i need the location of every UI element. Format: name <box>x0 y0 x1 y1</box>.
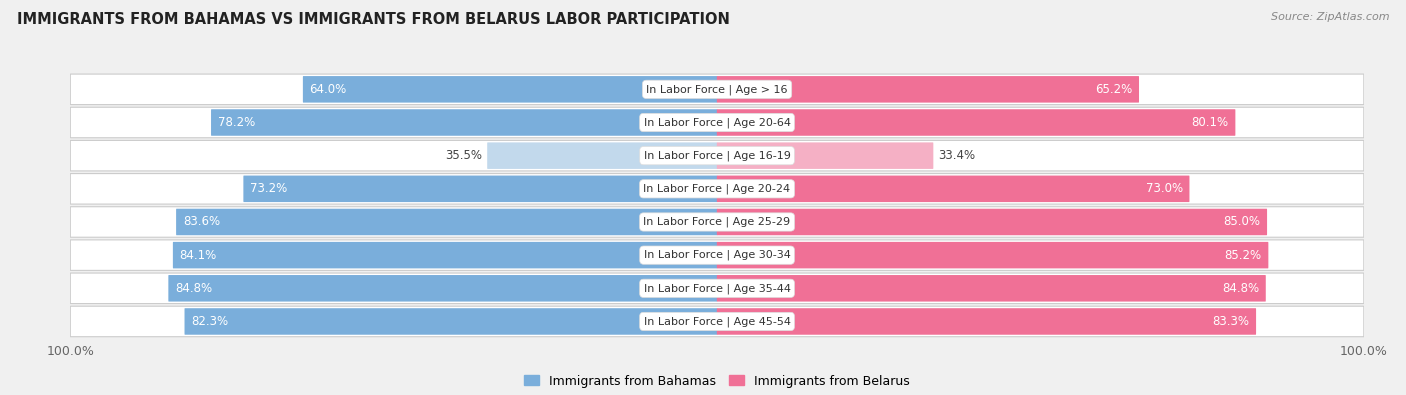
FancyBboxPatch shape <box>70 207 1364 237</box>
FancyBboxPatch shape <box>70 306 1364 337</box>
FancyBboxPatch shape <box>302 76 717 103</box>
FancyBboxPatch shape <box>70 273 1364 303</box>
Text: In Labor Force | Age 20-64: In Labor Force | Age 20-64 <box>644 117 790 128</box>
Text: 65.2%: 65.2% <box>1095 83 1132 96</box>
FancyBboxPatch shape <box>173 242 717 269</box>
Legend: Immigrants from Bahamas, Immigrants from Belarus: Immigrants from Bahamas, Immigrants from… <box>519 370 915 393</box>
FancyBboxPatch shape <box>717 109 1236 136</box>
Text: Source: ZipAtlas.com: Source: ZipAtlas.com <box>1271 12 1389 22</box>
FancyBboxPatch shape <box>488 142 717 169</box>
FancyBboxPatch shape <box>717 275 1265 301</box>
FancyBboxPatch shape <box>717 308 1256 335</box>
FancyBboxPatch shape <box>717 175 1189 202</box>
Text: 73.0%: 73.0% <box>1146 182 1182 195</box>
Text: 84.1%: 84.1% <box>180 248 217 261</box>
Text: 85.0%: 85.0% <box>1223 216 1260 228</box>
Text: In Labor Force | Age 30-34: In Labor Force | Age 30-34 <box>644 250 790 260</box>
FancyBboxPatch shape <box>169 275 717 301</box>
FancyBboxPatch shape <box>70 140 1364 171</box>
Text: 82.3%: 82.3% <box>191 315 228 328</box>
FancyBboxPatch shape <box>717 76 1139 103</box>
Text: In Labor Force | Age > 16: In Labor Force | Age > 16 <box>647 84 787 94</box>
FancyBboxPatch shape <box>717 242 1268 269</box>
Text: 73.2%: 73.2% <box>250 182 287 195</box>
Text: 64.0%: 64.0% <box>309 83 347 96</box>
Text: In Labor Force | Age 35-44: In Labor Force | Age 35-44 <box>644 283 790 293</box>
FancyBboxPatch shape <box>717 142 934 169</box>
FancyBboxPatch shape <box>243 175 717 202</box>
Text: IMMIGRANTS FROM BAHAMAS VS IMMIGRANTS FROM BELARUS LABOR PARTICIPATION: IMMIGRANTS FROM BAHAMAS VS IMMIGRANTS FR… <box>17 12 730 27</box>
Text: 84.8%: 84.8% <box>176 282 212 295</box>
FancyBboxPatch shape <box>70 173 1364 204</box>
Text: In Labor Force | Age 16-19: In Labor Force | Age 16-19 <box>644 150 790 161</box>
FancyBboxPatch shape <box>70 107 1364 138</box>
Text: 83.3%: 83.3% <box>1212 315 1250 328</box>
FancyBboxPatch shape <box>184 308 717 335</box>
Text: In Labor Force | Age 20-24: In Labor Force | Age 20-24 <box>644 184 790 194</box>
FancyBboxPatch shape <box>717 209 1267 235</box>
Text: 35.5%: 35.5% <box>446 149 482 162</box>
FancyBboxPatch shape <box>176 209 717 235</box>
FancyBboxPatch shape <box>70 74 1364 105</box>
Text: 78.2%: 78.2% <box>218 116 254 129</box>
Text: 33.4%: 33.4% <box>938 149 976 162</box>
FancyBboxPatch shape <box>211 109 717 136</box>
Text: 80.1%: 80.1% <box>1191 116 1229 129</box>
Text: 85.2%: 85.2% <box>1225 248 1261 261</box>
Text: 84.8%: 84.8% <box>1222 282 1258 295</box>
Text: In Labor Force | Age 45-54: In Labor Force | Age 45-54 <box>644 316 790 327</box>
Text: In Labor Force | Age 25-29: In Labor Force | Age 25-29 <box>644 217 790 227</box>
Text: 83.6%: 83.6% <box>183 216 219 228</box>
FancyBboxPatch shape <box>70 240 1364 271</box>
